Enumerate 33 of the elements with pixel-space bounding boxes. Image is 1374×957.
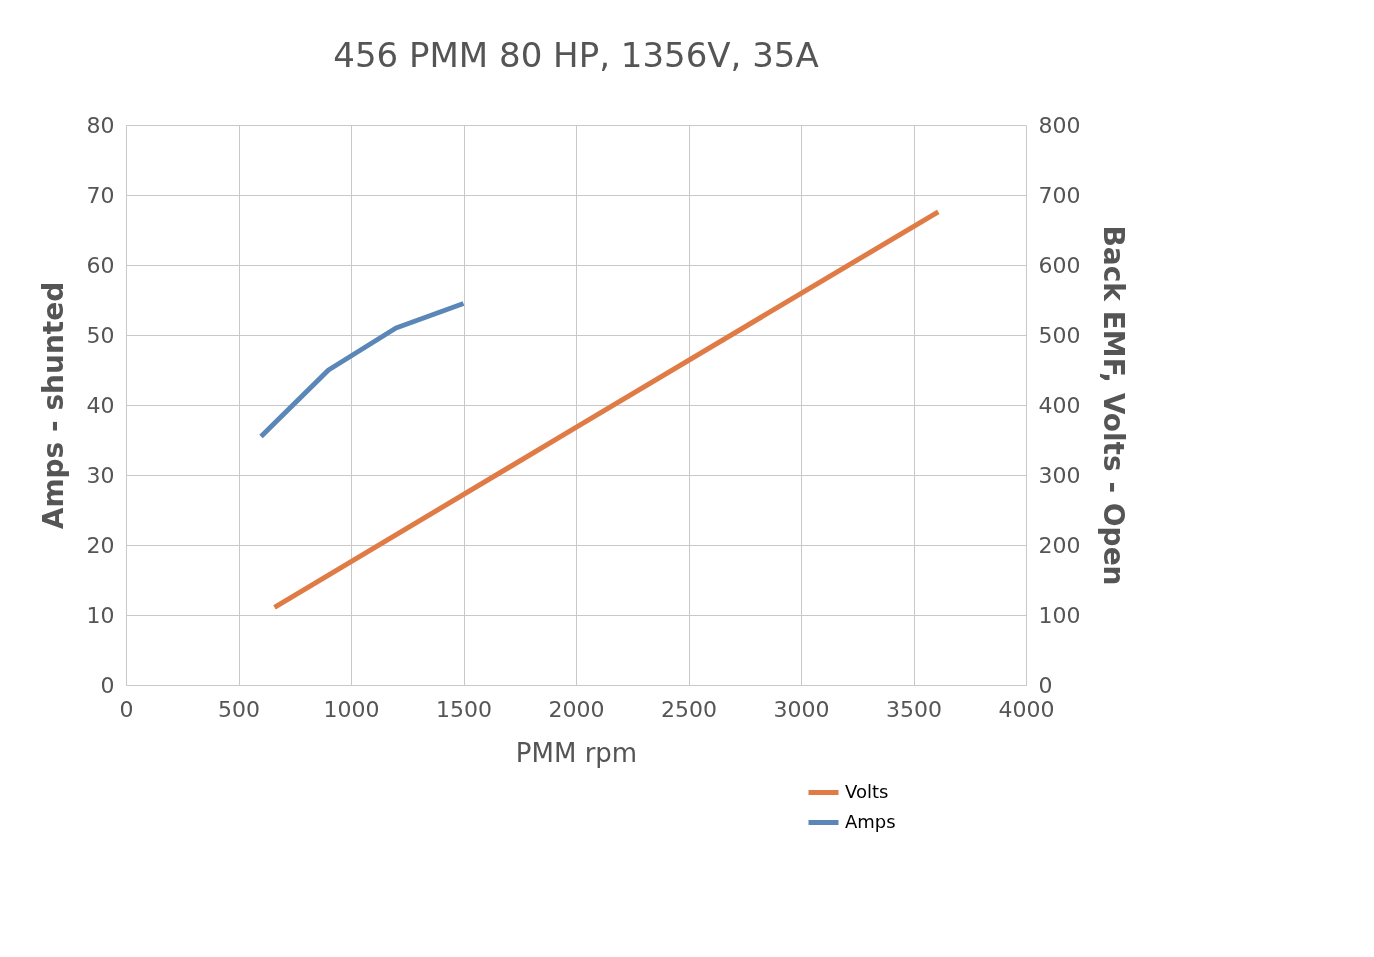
y-tick-label: 0 bbox=[100, 672, 115, 698]
x-tick-label: 1000 bbox=[323, 696, 380, 722]
x-tick-label: 2000 bbox=[548, 696, 605, 722]
y-tick-label: 30 bbox=[86, 462, 115, 488]
y2-axis-title: Back EMF, Volts - Open bbox=[1097, 225, 1131, 586]
y-tick-label: 50 bbox=[86, 322, 115, 348]
x-tick-label: 500 bbox=[218, 696, 260, 722]
legend-label: Amps bbox=[845, 810, 896, 832]
y2-tick-label: 300 bbox=[1038, 462, 1081, 488]
x-tick-label: 0 bbox=[119, 696, 134, 722]
y-tick-label: 70 bbox=[86, 182, 115, 208]
y2-tick-label: 500 bbox=[1038, 322, 1081, 348]
y2-tick-label: 100 bbox=[1038, 602, 1081, 628]
y-tick-label: 60 bbox=[86, 252, 115, 278]
legend-label: Volts bbox=[845, 780, 889, 802]
y2-tick-label: 0 bbox=[1038, 672, 1053, 698]
y-tick-label: 10 bbox=[86, 602, 115, 628]
y2-tick-label: 400 bbox=[1038, 392, 1081, 418]
x-tick-label: 4000 bbox=[998, 696, 1055, 722]
x-tick-label: 2500 bbox=[661, 696, 717, 722]
y-axis-title: Amps - shunted bbox=[36, 281, 70, 530]
x-axis-title: PMM rpm bbox=[515, 737, 638, 768]
y2-tick-label: 800 bbox=[1038, 112, 1081, 138]
y2-tick-label: 600 bbox=[1038, 252, 1081, 278]
y2-tick-label: 700 bbox=[1038, 182, 1081, 208]
x-tick-label: 1500 bbox=[436, 696, 492, 722]
chart-title: 456 PMM 80 HP, 1356V, 35A bbox=[333, 35, 819, 75]
y-tick-label: 80 bbox=[86, 112, 115, 138]
y-tick-label: 20 bbox=[86, 532, 115, 558]
y-tick-label: 40 bbox=[86, 392, 115, 418]
y2-tick-label: 200 bbox=[1038, 532, 1081, 558]
x-tick-label: 3500 bbox=[886, 696, 942, 722]
x-tick-label: 3000 bbox=[773, 696, 830, 722]
